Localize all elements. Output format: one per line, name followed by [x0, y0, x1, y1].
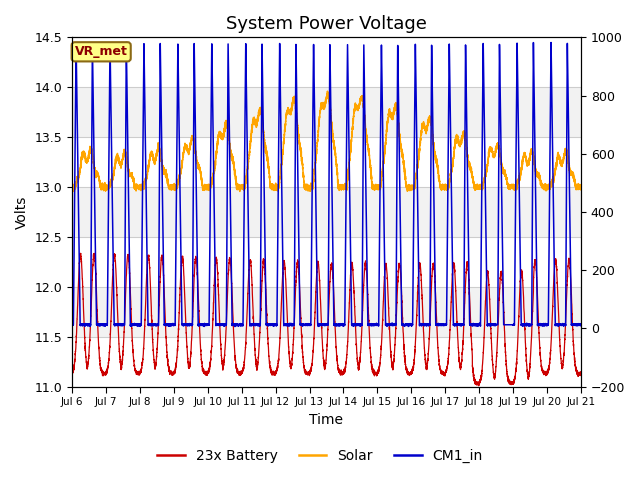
Legend: 23x Battery, Solar, CM1_in: 23x Battery, Solar, CM1_in [152, 443, 488, 468]
Title: System Power Voltage: System Power Voltage [226, 15, 427, 33]
Bar [72, 287, 581, 337]
Y-axis label: Volts: Volts [15, 195, 29, 228]
X-axis label: Time: Time [310, 413, 344, 427]
Text: VR_met: VR_met [75, 45, 127, 58]
Bar [72, 87, 581, 137]
Bar [72, 187, 581, 237]
